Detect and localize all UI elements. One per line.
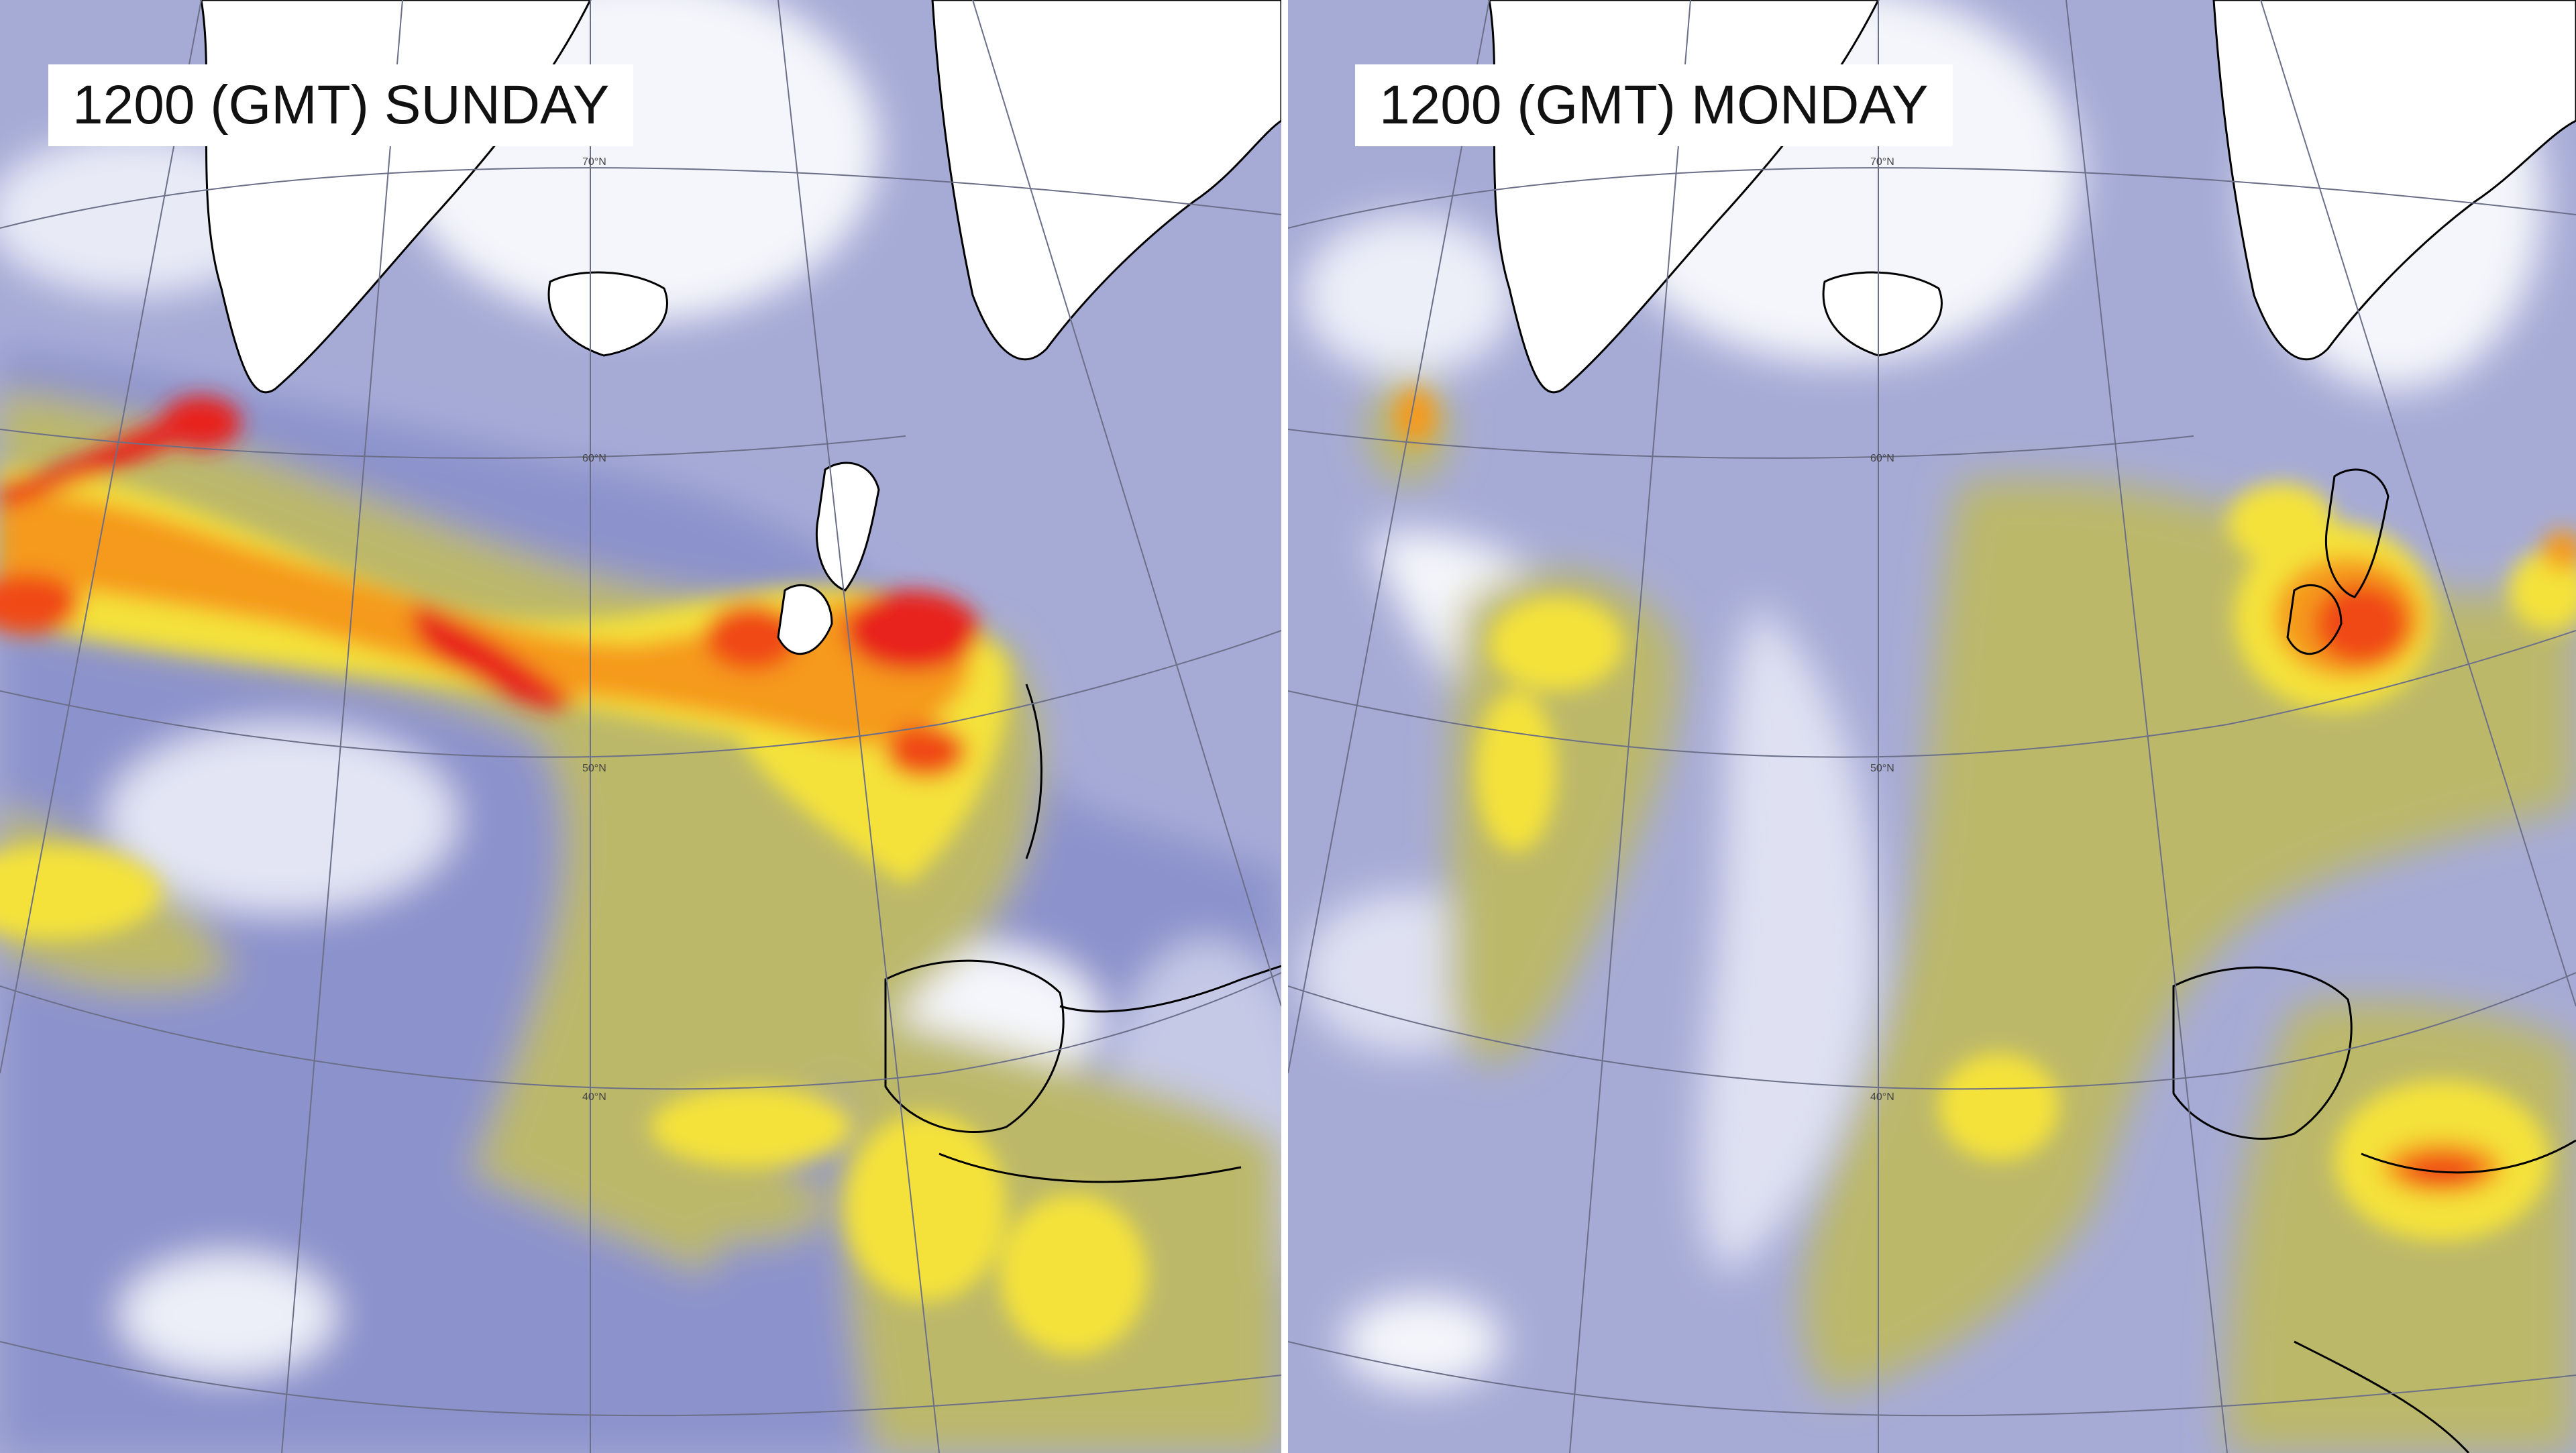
panel-title-sunday: 1200 (GMT) SUNDAY: [48, 64, 634, 146]
lat-label-70: 70°N: [1870, 156, 1894, 168]
latitude-labels: 70°N 60°N 50°N 40°N: [1870, 156, 1894, 1103]
lat-label-40: 40°N: [1870, 1091, 1894, 1103]
lat-label-60: 60°N: [1870, 453, 1894, 464]
panel-divider: [1281, 0, 1288, 1453]
lat-label-50: 50°N: [582, 763, 606, 774]
lat-label-40: 40°N: [582, 1091, 606, 1103]
field-layer-high: [0, 396, 1147, 1355]
latitude-labels: 70°N 60°N 50°N 40°N: [582, 156, 606, 1103]
graticule: [0, 0, 1281, 1453]
weather-map-monday: 70°N 60°N 50°N 40°N: [1288, 0, 2576, 1453]
field-layer-high: [1395, 389, 2576, 1241]
map-panel-sunday: 70°N 60°N 50°N 40°N 1200 (GMT) SUNDAY: [0, 0, 1281, 1453]
lat-label-70: 70°N: [582, 156, 606, 168]
map-panel-monday: 70°N 60°N 50°N 40°N 1200 (GMT) MONDAY: [1288, 0, 2576, 1453]
weather-map-sunday: 70°N 60°N 50°N 40°N: [0, 0, 1281, 1453]
graticule: [1288, 0, 2576, 1453]
lat-label-60: 60°N: [582, 453, 606, 464]
panel-title-monday: 1200 (GMT) MONDAY: [1355, 64, 1953, 146]
lat-label-50: 50°N: [1870, 763, 1894, 774]
